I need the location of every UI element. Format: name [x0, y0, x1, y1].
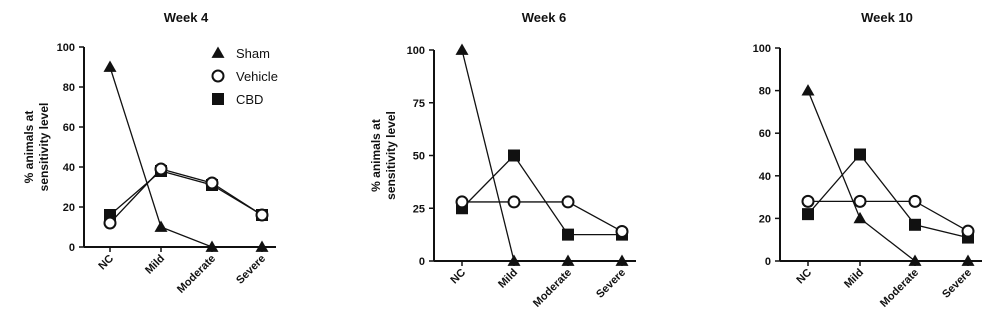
x-tick-label: Mild [496, 267, 520, 291]
legend-label: Vehicle [236, 69, 278, 84]
data-point-triangle [561, 254, 575, 266]
series-line-circle-open [808, 200, 969, 232]
y-tick-label: 80 [759, 86, 771, 98]
x-tick-label: Severe [594, 267, 628, 301]
x-tick-label: NC [794, 267, 814, 287]
data-point-circle-open [908, 194, 922, 208]
legend-label: CBD [236, 92, 263, 107]
y-tick-label: 60 [63, 122, 75, 134]
data-point-circle-open [507, 195, 521, 209]
x-tick-label: NC [448, 267, 468, 287]
data-point-triangle [801, 84, 815, 96]
data-point-triangle [103, 60, 117, 72]
y-tick-label: 40 [63, 162, 75, 174]
data-point-circle-open [961, 224, 975, 238]
x-tick-label: Severe [234, 253, 268, 287]
x-tick-label: Moderate [175, 253, 218, 296]
x-tick-label: Mild [143, 253, 167, 277]
x-tick-label: Mild [842, 267, 866, 291]
series-line-circle-open [462, 201, 623, 233]
data-point-circle-open [205, 176, 219, 190]
chart-title: Week 4 [164, 10, 209, 25]
data-point-triangle [255, 240, 269, 252]
y-tick-label: 40 [759, 171, 771, 183]
y-tick-label: 80 [63, 82, 75, 94]
y-tick-label: 100 [753, 43, 771, 55]
data-point-circle-open [103, 216, 117, 230]
chart-title: Week 6 [522, 10, 567, 25]
y-tick-label: 20 [759, 213, 771, 225]
data-point-square [909, 218, 921, 231]
y-axis-label: % animals atsensitivity level [22, 103, 51, 192]
series-line-triangle [807, 90, 968, 262]
chart-week-panel-1: Week 4 % animals atsensitivity level 0 20 40… [22, 10, 278, 296]
x-tick-label: Moderate [878, 267, 921, 310]
data-point-square [508, 149, 520, 162]
data-point-triangle [205, 240, 219, 252]
data-point-circle-open [561, 195, 575, 209]
data-point-triangle [455, 43, 469, 55]
data-point-triangle [154, 220, 168, 232]
y-axis-label-line: % animals at [369, 119, 383, 192]
legend: Sham Vehicle CBD [211, 46, 278, 107]
x-tick-label: Moderate [531, 267, 574, 310]
chart-week-panel-2: Week 6 % animals atsensitivity level 0 25 50… [369, 10, 636, 310]
y-tick-label: 75 [413, 98, 425, 110]
series-line-square [461, 154, 622, 236]
series-line-circle-open [109, 168, 263, 224]
x-tick-label: NC [96, 253, 116, 273]
y-tick-label: 100 [407, 45, 425, 57]
data-point-circle-open [255, 208, 269, 222]
data-point-triangle [615, 254, 629, 266]
data-point-triangle [853, 211, 867, 224]
x-tick-label: Severe [940, 267, 974, 301]
y-tick-label: 60 [759, 128, 771, 140]
y-tick-label: 20 [63, 202, 75, 214]
series-line-triangle [109, 66, 262, 248]
data-point-circle-open [154, 162, 168, 176]
chart-title: Week 10 [861, 10, 913, 25]
y-tick-label: 0 [765, 256, 771, 268]
y-tick-label: 0 [69, 242, 75, 254]
y-tick-label: 0 [419, 256, 425, 268]
data-point-square [562, 228, 574, 241]
data-point-triangle [908, 254, 922, 266]
data-point-triangle [961, 254, 975, 266]
y-axis-label-line: % animals at [22, 111, 36, 184]
data-point-triangle [507, 254, 521, 266]
y-tick-label: 25 [413, 203, 425, 215]
data-point-circle-open [801, 194, 815, 208]
y-axis-label-line: sensitivity level [384, 111, 398, 200]
y-axis-label: % animals atsensitivity level [369, 111, 398, 200]
y-axis-label-line: sensitivity level [37, 103, 51, 192]
y-tick-label: 100 [57, 42, 75, 54]
data-point-circle-open [615, 224, 629, 238]
series-line-triangle [461, 49, 622, 262]
y-tick-label: 50 [413, 151, 425, 163]
legend-marker-square [212, 93, 224, 105]
legend-label: Sham [236, 46, 270, 61]
legend-marker-circle-open [211, 69, 225, 83]
chart-week-panel-3: Week 10 0 20 40 60 80 100 NC Mild Moderate Severe [753, 10, 982, 310]
data-point-square [854, 148, 866, 161]
data-point-circle-open [455, 195, 469, 209]
legend-marker-triangle [211, 46, 225, 58]
data-point-square [802, 208, 814, 221]
series-line-square [109, 170, 263, 216]
data-point-circle-open [853, 194, 867, 208]
series-line-square [807, 153, 969, 239]
